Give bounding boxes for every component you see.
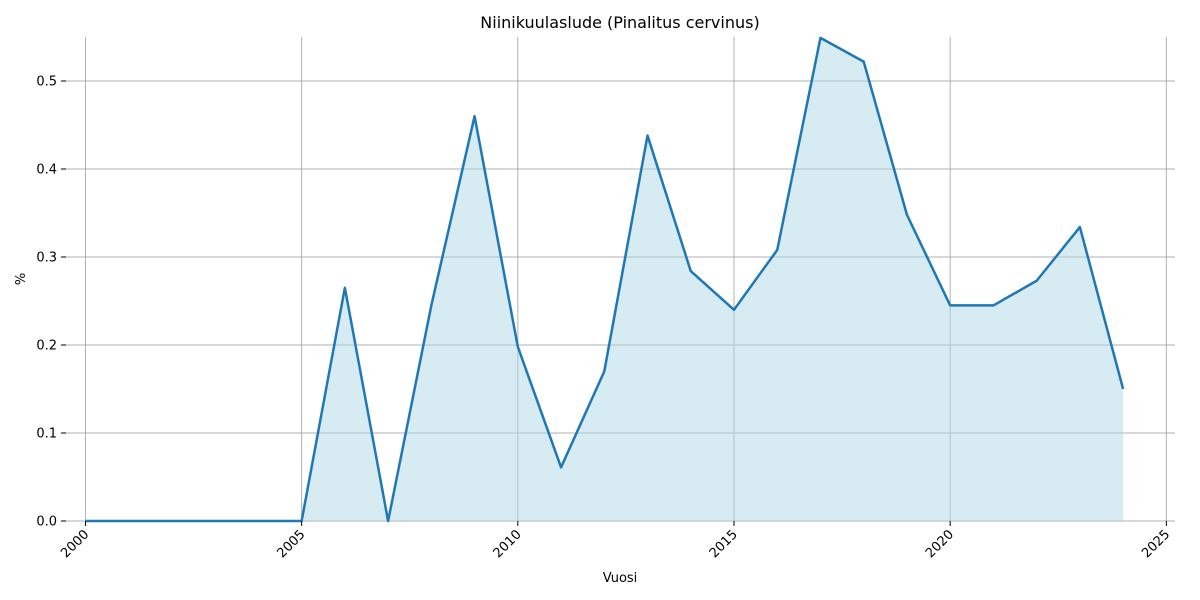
y-tick-label: 0.3 bbox=[36, 251, 57, 266]
y-tick-label: 0.4 bbox=[36, 163, 57, 178]
x-tick-label: 2000 bbox=[58, 527, 92, 561]
series-area-fill bbox=[85, 37, 1124, 521]
y-axis-label: % bbox=[14, 273, 29, 285]
grid bbox=[66, 37, 1175, 522]
x-axis-label: Vuosi bbox=[603, 571, 638, 586]
x-tick-label: 2005 bbox=[274, 527, 308, 561]
y-tick-label: 0.1 bbox=[36, 427, 57, 442]
x-tick-label: 2025 bbox=[1139, 527, 1173, 561]
y-axis-ticks: 0.0 0.1 0.2 0.3 0.4 0.5 bbox=[36, 75, 66, 530]
x-tick-label: 2010 bbox=[491, 527, 525, 561]
x-tick-label: 2020 bbox=[923, 527, 957, 561]
chart-title: Niinikuulaslude (Pinalitus cervinus) bbox=[480, 13, 759, 32]
y-tick-label: 0.2 bbox=[36, 339, 57, 354]
y-tick-label: 0.5 bbox=[36, 75, 57, 90]
area-layer bbox=[85, 37, 1124, 521]
x-tick-label: 2015 bbox=[707, 527, 741, 561]
y-tick-label: 0.0 bbox=[36, 515, 57, 530]
x-axis-ticks: 2000 2005 2010 2015 2020 2025 bbox=[58, 521, 1173, 561]
